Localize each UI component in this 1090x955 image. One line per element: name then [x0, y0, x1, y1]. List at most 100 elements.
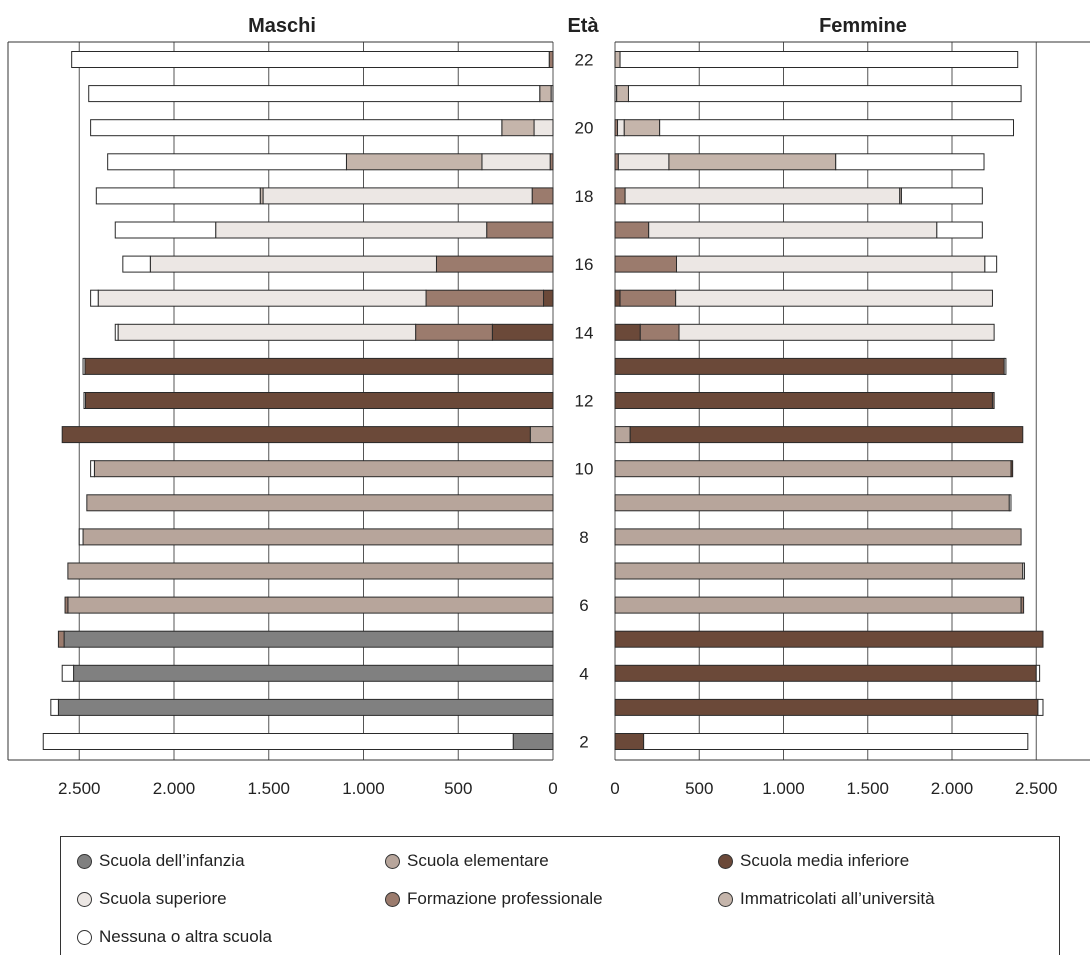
bar-segment-femmine-elementare [614, 460, 1012, 478]
bar-segment-femmine-nessuna [627, 85, 1022, 103]
bar-segment-maschi-superiore [533, 119, 554, 137]
bar-segment-femmine-formazione [614, 153, 619, 171]
bar-segment-femmine-nessuna [1035, 664, 1041, 682]
bar-segment-maschi-nessuna [42, 733, 514, 750]
bars [42, 51, 1044, 750]
bar-segment-femmine-universita [668, 153, 837, 171]
right-x-tick-label: 2.500 [1015, 779, 1058, 798]
bar-segment-femmine-formazione [991, 392, 995, 409]
bar-segment-maschi-elementare [529, 426, 554, 444]
bar-segment-maschi-nessuna [114, 323, 119, 341]
bar-segment-femmine-media [629, 426, 1024, 444]
bar-segment-maschi-nessuna [71, 51, 550, 68]
bar-segment-femmine-superiore [648, 221, 938, 239]
bar-segment-femmine-nessuna [619, 51, 1019, 68]
bar-segment-femmine-media [614, 664, 1037, 682]
bar-segment-femmine-elementare [614, 596, 1022, 614]
bar-segment-maschi-superiore [149, 255, 437, 273]
labels: Maschi Età Femmine 2.500 2.000 1.500 1.000 5… [58, 15, 1058, 798]
age-tick-label: 22 [575, 51, 594, 70]
bar-segment-maschi-superiore [481, 153, 551, 171]
bar-segment-femmine-superiore [676, 255, 986, 273]
bar-segment-maschi-superiore [97, 289, 427, 307]
bar-segment-femmine-formazione [614, 221, 650, 239]
bar-segment-femmine-superiore [617, 119, 625, 137]
age-tick-label: 12 [575, 392, 594, 411]
bar-segment-femmine-media [614, 733, 645, 750]
bar-segment-femmine-formazione [614, 255, 678, 273]
legend-item-nessuna: Nessuna o altra scuola [77, 927, 272, 947]
bar-segment-femmine-media [614, 289, 621, 307]
bar-segment-femmine-superiore [675, 289, 993, 307]
bar-segment-maschi-universita [345, 153, 483, 171]
bar-segment-femmine-nessuna [659, 119, 1015, 137]
age-tick-label: 6 [579, 596, 588, 615]
legend-swatch-infanzia [77, 853, 92, 869]
legend-swatch-formazione [385, 891, 400, 907]
bar-segment-maschi-nessuna [61, 664, 75, 682]
population-pyramid-chart: Maschi Età Femmine 2.500 2.000 1.500 1.000 5… [7, 15, 1090, 798]
bar-segment-femmine-superiore [624, 187, 901, 205]
bar-segment-maschi-media [491, 323, 554, 341]
bar-segment-femmine-universita [614, 51, 621, 68]
left-x-tick-label: 1.500 [247, 779, 290, 798]
left-x-tick-label: 2.500 [58, 779, 101, 798]
bar-segment-femmine-nessuna [900, 187, 983, 205]
bar-segment-maschi-infanzia [512, 733, 554, 750]
bar-segment-maschi-nessuna [90, 119, 503, 137]
bar-segment-femmine-media [614, 630, 1044, 648]
legend-swatch-media [718, 853, 733, 869]
left-x-tick-label: 2.000 [153, 779, 196, 798]
bar-segment-maschi-elementare [67, 596, 554, 614]
legend-label-elementare: Scuola elementare [407, 851, 549, 870]
bar-segment-maschi-superiore [117, 323, 417, 341]
age-tick-label: 2 [579, 733, 588, 752]
bar-segment-femmine-formazione [1020, 596, 1025, 614]
bar-segment-maschi-infanzia [57, 698, 554, 716]
legend-swatch-superiore [77, 891, 92, 907]
age-tick-label: 20 [575, 119, 594, 138]
bar-segment-femmine-media [614, 392, 993, 409]
bar-segment-maschi-superiore [215, 221, 488, 239]
bar-segment-maschi-universita [501, 119, 535, 137]
bar-segment-maschi-superiore [262, 187, 533, 205]
left-panel-title: Maschi [248, 15, 316, 37]
bar-segment-femmine-nessuna [1008, 494, 1012, 512]
right-panel-title: Femmine [819, 15, 907, 37]
bar-segment-femmine-nessuna [1022, 562, 1025, 580]
legend-item-universita: Immatricolati all’università [718, 889, 935, 909]
legend: Scuola dell’infanzia Scuola elementare S… [60, 836, 1060, 955]
bar-segment-maschi-nessuna [114, 221, 217, 239]
age-tick-label: 4 [579, 664, 588, 683]
bar-segment-femmine-media [614, 698, 1039, 716]
legend-swatch-universita [718, 891, 733, 907]
bar-segment-femmine-nessuna [643, 733, 1029, 750]
age-tick-label: 14 [575, 323, 594, 342]
bar-segment-maschi-formazione [486, 221, 554, 239]
bar-segment-maschi-elementare [67, 562, 554, 580]
bar-segment-maschi-nessuna [78, 528, 84, 546]
right-x-tick-label: 2.000 [931, 779, 974, 798]
legend-label-nessuna: Nessuna o altra scuola [99, 927, 272, 946]
bar-segment-femmine-nessuna [835, 153, 985, 171]
bar-segment-maschi-media [84, 357, 554, 375]
bar-segment-maschi-formazione [57, 630, 65, 648]
bar-segment-maschi-nessuna [122, 255, 151, 273]
legend-label-superiore: Scuola superiore [99, 889, 227, 908]
bar-segment-maschi-formazione [415, 323, 493, 341]
bar-segment-femmine-media [614, 323, 641, 341]
age-tick-label: 10 [575, 460, 594, 479]
bar-segment-femmine-elementare [614, 562, 1024, 580]
bar-segment-maschi-universita [539, 85, 552, 103]
bar-segment-maschi-infanzia [73, 664, 554, 682]
bar-segment-femmine-elementare [614, 494, 1010, 512]
right-x-tick-label: 500 [685, 779, 713, 798]
bar-segment-maschi-elementare [93, 460, 554, 478]
bar-segment-femmine-media [614, 357, 1005, 375]
right-x-tick-label: 0 [610, 779, 619, 798]
bar-segment-maschi-media [543, 289, 554, 307]
bar-segment-maschi-media [61, 426, 531, 444]
bar-segment-maschi-infanzia [63, 630, 554, 648]
bar-segment-maschi-media [84, 392, 554, 409]
bar-segment-femmine-elementare [614, 426, 631, 444]
